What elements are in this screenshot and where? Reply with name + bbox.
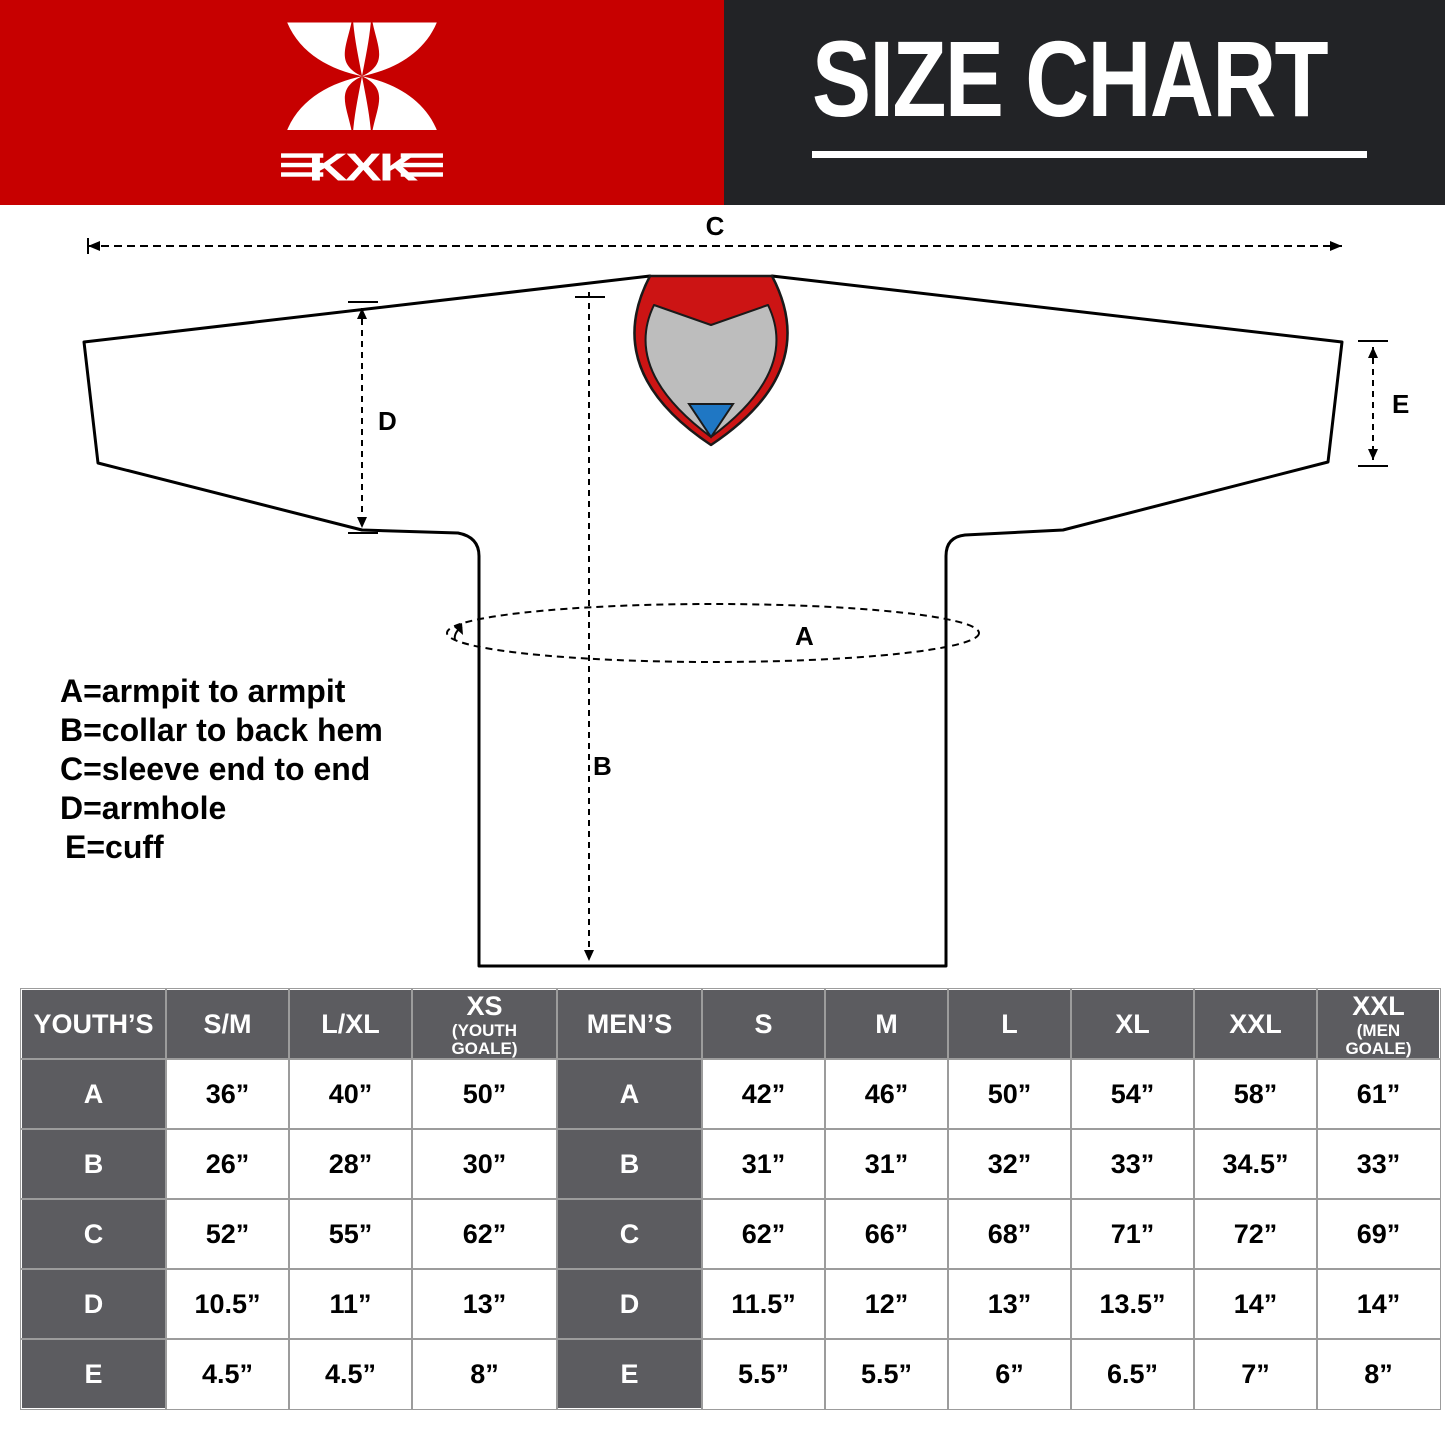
svg-text:A=armpit to armpit: A=armpit to armpit: [60, 673, 346, 709]
svg-text:C=sleeve end to end: C=sleeve end to end: [60, 751, 370, 787]
svg-text:B: B: [593, 751, 612, 781]
svg-text:B=collar to back hem: B=collar to back hem: [60, 712, 383, 748]
svg-text:D: D: [378, 406, 397, 436]
svg-text:D=armhole: D=armhole: [60, 790, 226, 826]
svg-text:C: C: [706, 211, 725, 241]
svg-text:E: E: [1392, 389, 1409, 419]
svg-text:KXK: KXK: [308, 146, 418, 190]
svg-text:A: A: [795, 621, 814, 651]
svg-text:E=cuff: E=cuff: [65, 829, 164, 865]
